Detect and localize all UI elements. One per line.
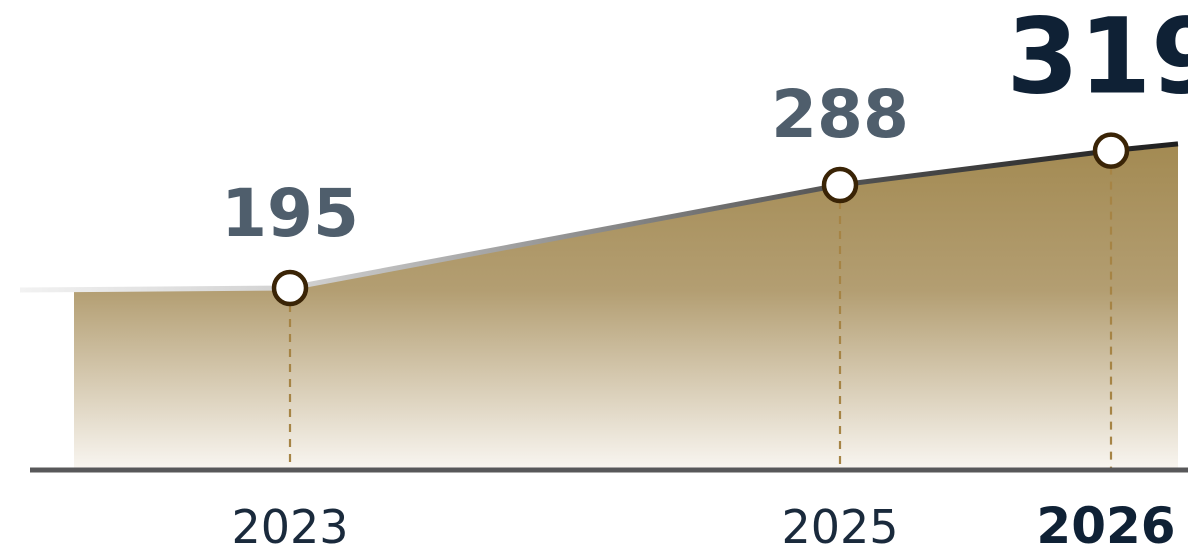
value-label-2025: 288: [771, 76, 909, 153]
data-point-2026: [1092, 132, 1130, 169]
data-point-2023: [271, 269, 309, 307]
x-tick-label-2026: 2026: [1036, 497, 1175, 550]
value-label-2023: 195: [221, 175, 359, 252]
x-tick-label-2025: 2025: [781, 500, 898, 550]
data-point-2025: [821, 166, 859, 204]
value-label-2026: 319: [1006, 0, 1188, 118]
x-tick-label-2023: 2023: [231, 500, 348, 550]
area-fill: [74, 143, 1178, 470]
